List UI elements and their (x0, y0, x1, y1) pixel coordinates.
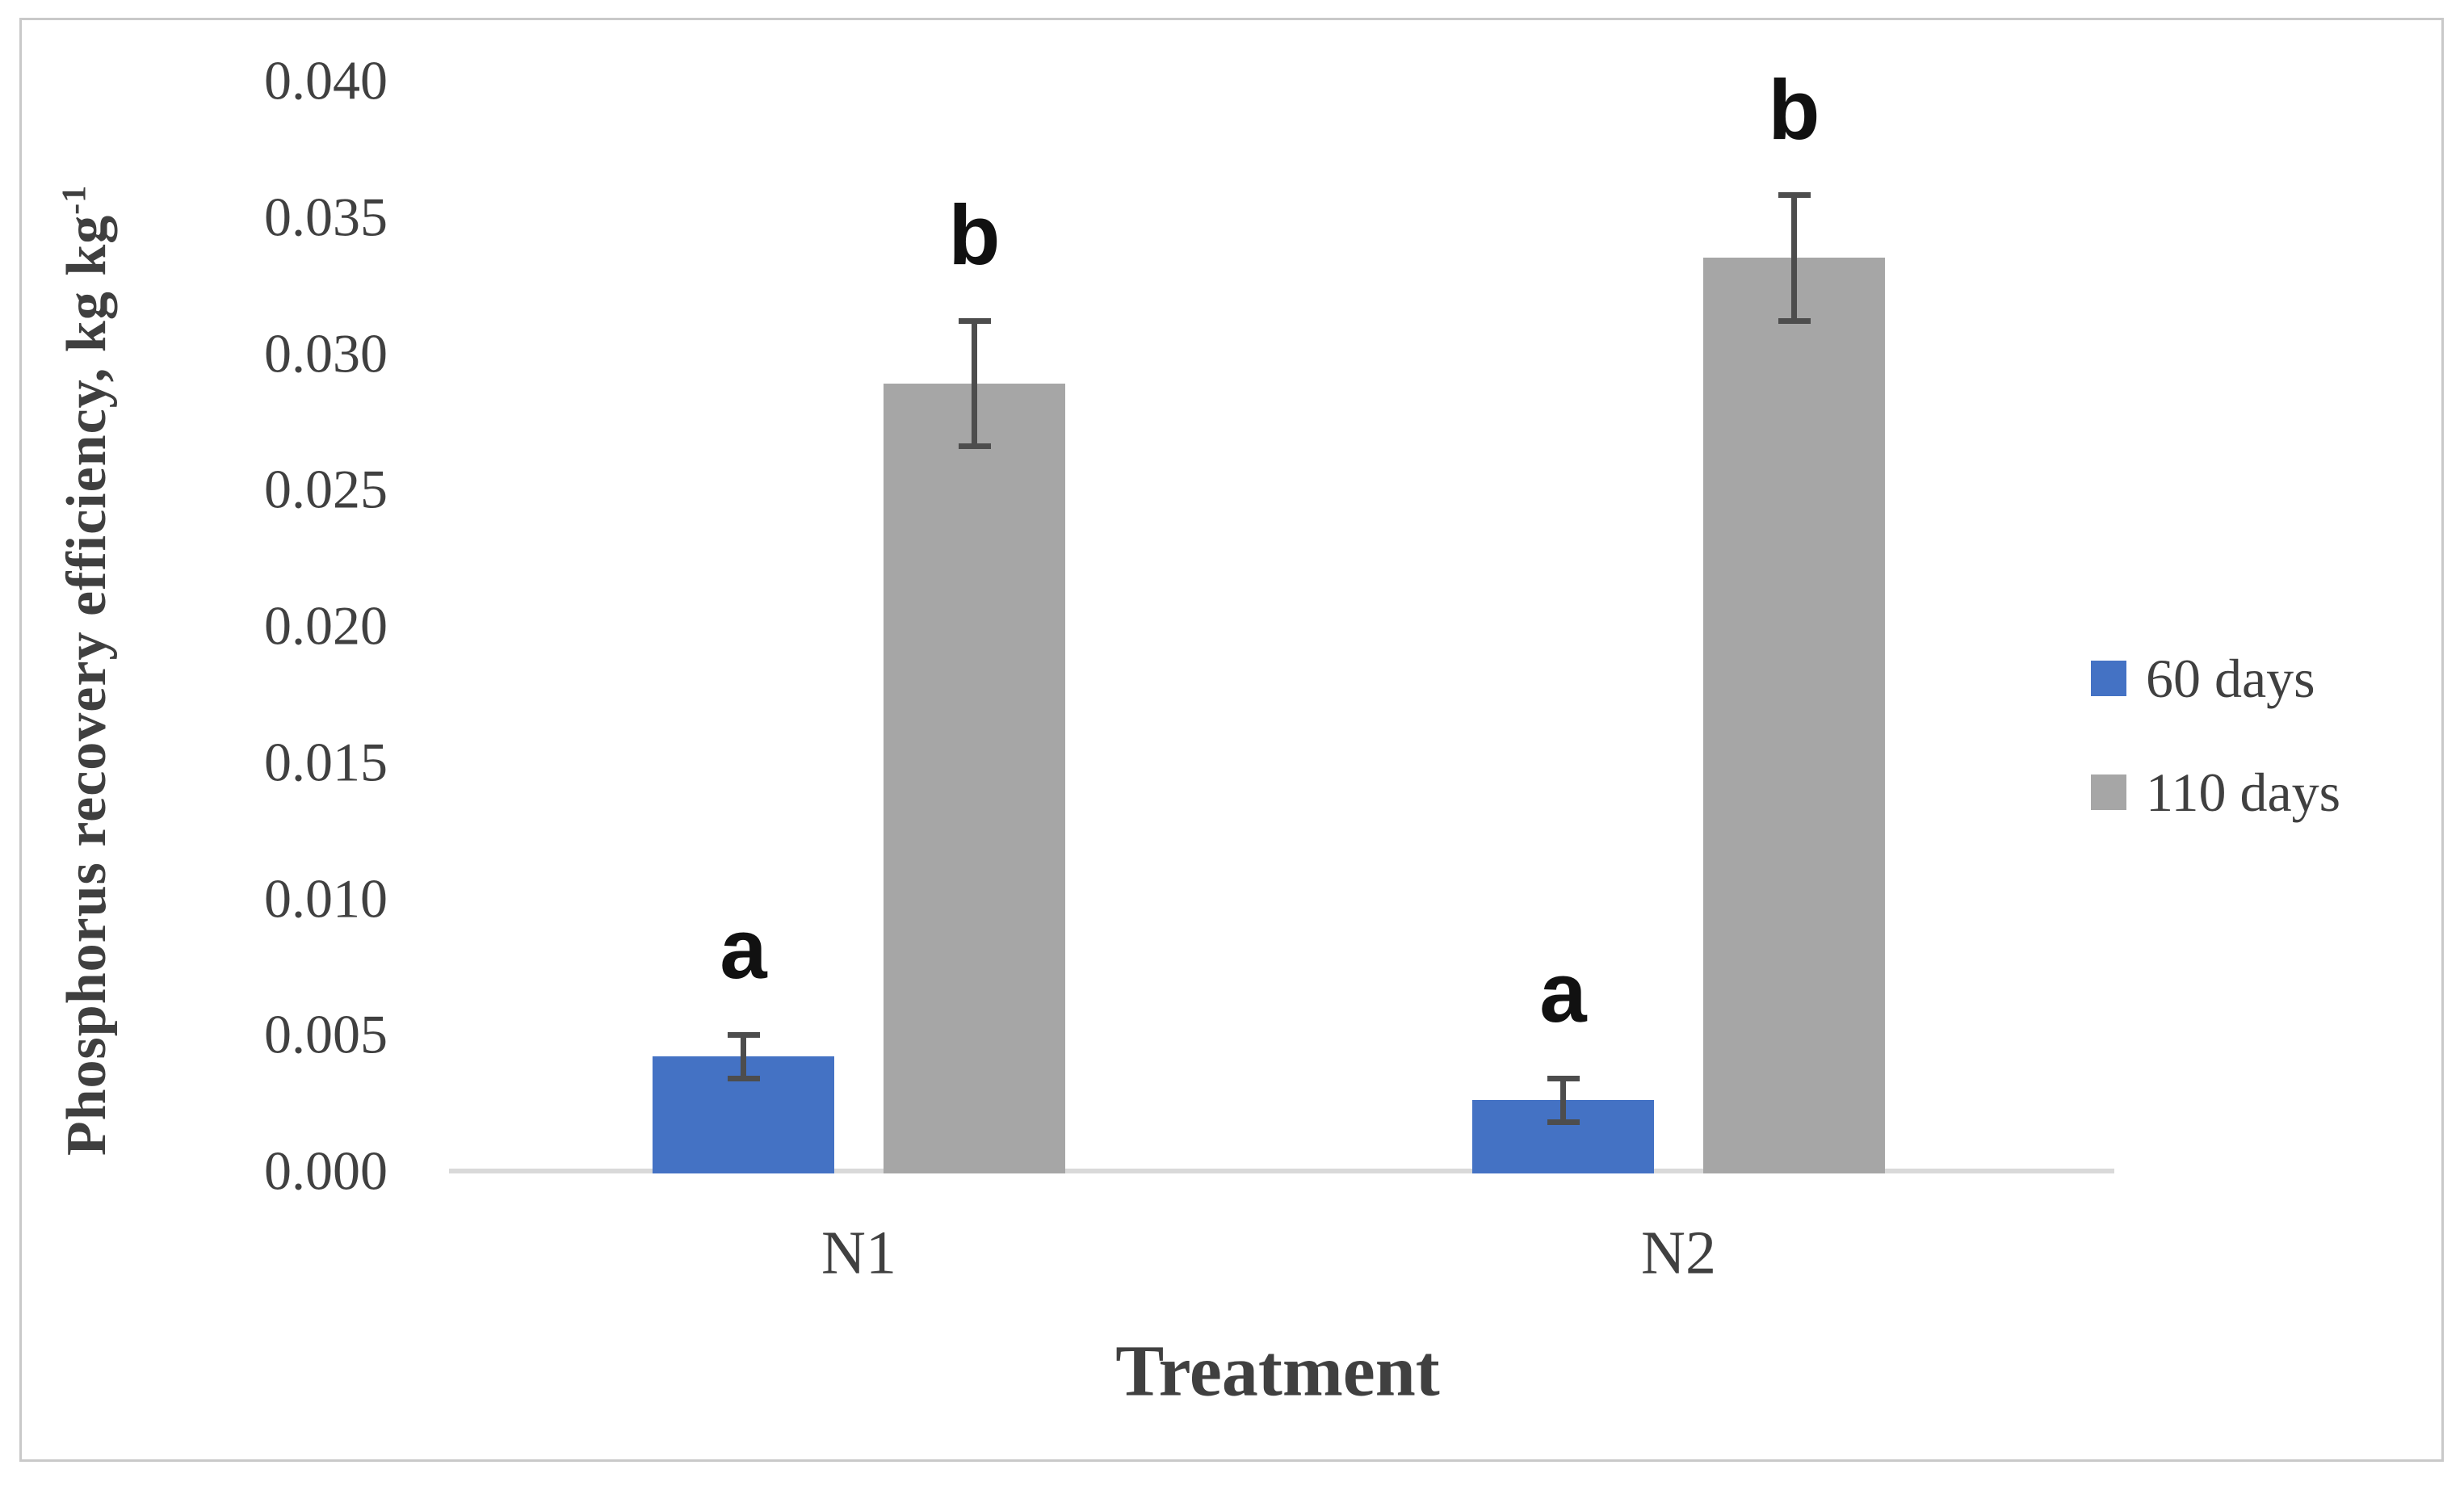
y-tick-label: 0.025 (264, 458, 388, 520)
legend-item: 60 days (2091, 648, 2315, 709)
y-tick-label: 0.010 (264, 867, 388, 929)
error-bar-cap-bottom (958, 443, 991, 449)
x-category-label: N2 (1641, 1219, 1716, 1287)
error-bar-cap-top (1547, 1075, 1580, 1081)
error-bar-cap-top (727, 1031, 760, 1038)
legend-label: 60 days (2146, 647, 2315, 709)
y-tick-label: 0.035 (264, 186, 388, 248)
x-axis-line (449, 1169, 2114, 1173)
legend-swatch-icon (2091, 774, 2126, 810)
y-tick-label: 0.000 (264, 1140, 388, 1202)
error-bar-line (972, 321, 977, 447)
x-axis-title: Treatment (1115, 1331, 1440, 1412)
legend-label: 110 days (2146, 761, 2341, 823)
chart-frame (19, 18, 2444, 1462)
x-category-label: N1 (821, 1219, 896, 1287)
y-tick-label: 0.040 (264, 49, 388, 111)
significance-letter: a (1539, 946, 1587, 1041)
bar-110-days-N1 (884, 383, 1065, 1173)
y-axis-title-text: Phosphorus recovery efficiency, kg kg (56, 214, 118, 1156)
y-tick-label: 0.020 (264, 594, 388, 657)
y-tick-label: 0.015 (264, 731, 388, 793)
significance-letter: b (948, 188, 1001, 283)
error-bar-line (741, 1035, 746, 1079)
error-bar-cap-top (958, 317, 991, 324)
y-axis-title-superscript: -1 (56, 184, 94, 215)
y-tick-label: 0.030 (264, 322, 388, 384)
significance-letter: a (720, 902, 767, 997)
error-bar-cap-bottom (727, 1075, 760, 1081)
error-bar-cap-bottom (1778, 317, 1811, 324)
error-bar-line (1791, 195, 1797, 321)
y-axis-title: Phosphorus recovery efficiency, kg kg-1 (55, 185, 120, 1156)
error-bar-cap-top (1778, 192, 1811, 199)
error-bar-line (1560, 1078, 1566, 1123)
bar-110-days-N2 (1703, 258, 1885, 1173)
legend-item: 110 days (2091, 762, 2340, 823)
y-tick-label: 0.005 (264, 1003, 388, 1065)
error-bar-cap-bottom (1547, 1119, 1580, 1125)
significance-letter: b (1768, 62, 1820, 157)
legend-swatch-icon (2091, 661, 2126, 696)
